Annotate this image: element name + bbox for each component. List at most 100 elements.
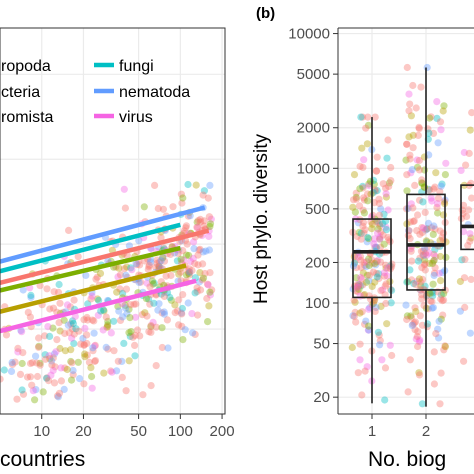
panel-b-point xyxy=(406,155,414,163)
panel-b-point xyxy=(365,271,373,279)
panel-a-point xyxy=(87,295,95,303)
panel-b-point xyxy=(378,356,386,364)
panel-a-point xyxy=(118,357,126,365)
legend-label-ropoda: ropoda xyxy=(1,58,51,75)
panel-a-point xyxy=(113,367,121,375)
panel-b-point xyxy=(416,230,424,238)
panel-b-point xyxy=(384,264,392,272)
panel-a-point xyxy=(120,265,128,273)
panel-b-point xyxy=(403,187,411,195)
panel-b-point xyxy=(371,243,379,251)
panel-a-point xyxy=(154,306,162,314)
panel-b-point xyxy=(421,249,429,257)
panel-b-point xyxy=(356,356,364,364)
panel-a-point xyxy=(193,223,201,231)
panel-b-point xyxy=(430,348,438,356)
panel-b-point xyxy=(381,291,389,299)
panel-b-point xyxy=(370,235,379,243)
panel-a-point xyxy=(92,275,100,283)
panel-b-point xyxy=(375,274,383,283)
panel-a-point xyxy=(188,266,196,275)
legend-label-cteria: cteria xyxy=(1,84,40,101)
panel-a-point xyxy=(49,324,57,332)
panel-b-point xyxy=(365,322,373,330)
panel-a-point xyxy=(145,261,154,269)
panel-a-point xyxy=(104,321,112,329)
panel-a-point xyxy=(177,190,185,198)
panel-b-point xyxy=(384,136,392,144)
panel-b-point xyxy=(364,233,372,242)
panel-a-point xyxy=(125,305,133,313)
panel-b-point xyxy=(403,315,411,324)
panel-b-point xyxy=(432,253,440,261)
panel-a-point xyxy=(154,204,162,213)
panel-a-point xyxy=(11,358,19,366)
panel-a-point xyxy=(152,323,160,331)
panel-a-point xyxy=(206,222,214,231)
panel-a-point xyxy=(206,220,215,228)
panel-b-point xyxy=(357,229,365,237)
panel-a-point xyxy=(46,305,54,313)
panel-a-point xyxy=(174,249,182,258)
panel-b-point xyxy=(407,200,415,208)
panel-a-point xyxy=(88,384,96,392)
panel-a-point xyxy=(97,307,105,315)
panel-a-point xyxy=(84,316,92,324)
panel-b-point xyxy=(354,369,362,377)
panel-b-point xyxy=(364,121,373,129)
trend-line-nematoda xyxy=(0,205,206,264)
panel-a-point xyxy=(102,313,110,321)
panel-b-point xyxy=(460,357,468,365)
panel-b-point xyxy=(361,367,369,375)
panel-b-point xyxy=(467,234,474,242)
panel-b-point xyxy=(409,204,417,212)
panel-a-point xyxy=(94,311,102,319)
panel-a-point xyxy=(67,376,76,384)
panel-a-point xyxy=(160,310,168,318)
panel-b-point xyxy=(456,307,464,315)
panel-a-point xyxy=(125,357,133,365)
panel-a-x-axis-label: countries xyxy=(0,448,85,471)
panel-b-point xyxy=(353,232,361,241)
panel-a-point xyxy=(119,313,127,321)
panel-b-point xyxy=(439,236,447,244)
panel-a-point xyxy=(89,347,97,355)
panel-b-point xyxy=(349,312,357,320)
panel-a-point xyxy=(126,332,134,340)
panel-a-point xyxy=(198,276,206,284)
panel-b-point xyxy=(417,83,425,91)
box-iqr xyxy=(460,184,474,251)
panel-b-point xyxy=(438,233,446,241)
panel-b-point xyxy=(364,113,372,121)
panel-b-point xyxy=(408,321,416,329)
panel-a-point xyxy=(135,278,143,286)
panel-b-point xyxy=(424,219,433,227)
panel-b-point xyxy=(415,275,423,283)
panel-b-point xyxy=(407,245,415,253)
panel-a-x-ticks: 10 20 50 100 200 xyxy=(33,414,235,440)
panel-a-point xyxy=(49,304,58,312)
panel-b-point xyxy=(429,257,437,265)
panel-a-point xyxy=(147,322,155,330)
panel-b-point xyxy=(421,244,429,253)
panel-b-point xyxy=(436,400,444,408)
panel-a-point xyxy=(194,261,202,269)
panel-b-point xyxy=(387,163,395,172)
panel-b-point xyxy=(410,280,418,288)
panel-b-point xyxy=(384,206,392,214)
panel-b-point xyxy=(352,193,360,201)
panel-b-point xyxy=(353,283,362,291)
panel-a-point xyxy=(8,358,16,367)
panel-b-point xyxy=(461,255,469,263)
panel-a-point xyxy=(200,222,208,230)
panel-b-point xyxy=(406,100,414,108)
panel-b-point xyxy=(406,266,414,274)
panel-b-point xyxy=(355,285,363,293)
panel-a-point xyxy=(201,269,209,278)
panel-a-point xyxy=(30,396,39,404)
panel-b-point xyxy=(436,252,444,261)
panel-b-point xyxy=(435,269,443,277)
panel-a-point xyxy=(132,300,140,308)
panel-a-point xyxy=(195,278,203,286)
